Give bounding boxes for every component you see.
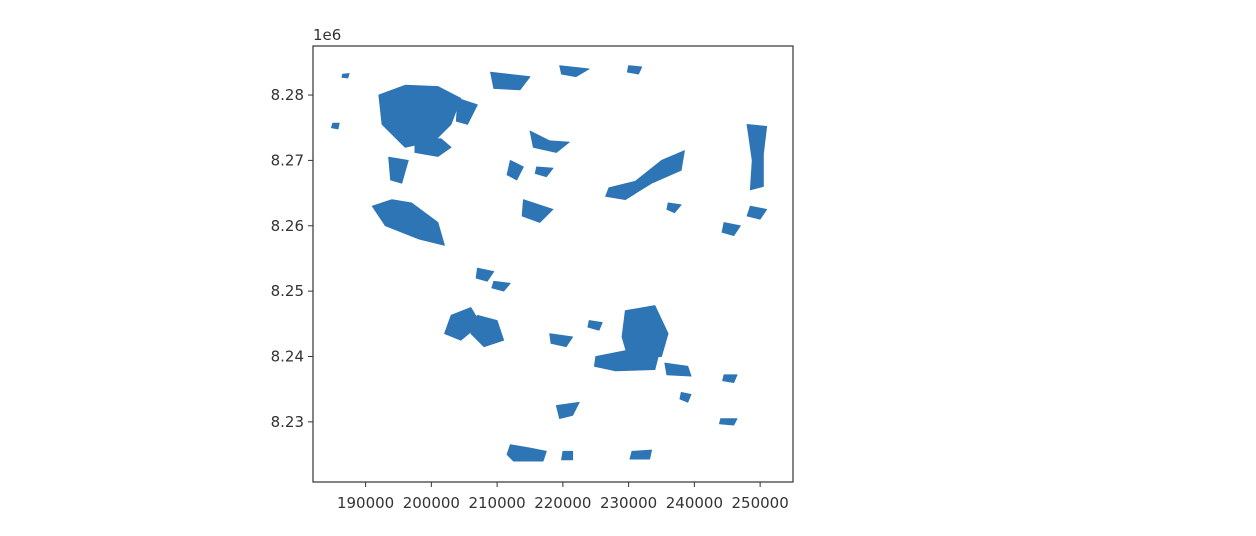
polygon-mid-low-2 — [491, 280, 511, 292]
polygon-sw-cluster-b — [470, 314, 505, 348]
polygon-center-bit — [534, 166, 554, 178]
polygon-e-center — [605, 150, 685, 201]
polygon-bottom-a — [506, 444, 547, 462]
polygon-s-small-a — [555, 401, 580, 420]
polygon-se-small — [719, 418, 738, 426]
x-tick-label: 190000 — [337, 494, 394, 512]
y-tick-label: 8.27 — [271, 151, 304, 169]
y-tick-label: 8.24 — [271, 347, 304, 365]
x-tick-label: 230000 — [600, 494, 657, 512]
y-tick-label: 8.26 — [271, 217, 304, 235]
x-tick-label: 220000 — [534, 494, 591, 512]
polygon-mid-belt — [506, 159, 524, 181]
polygon-s-cluster-east — [664, 362, 692, 377]
y-tick-label: 8.28 — [271, 86, 304, 104]
polygon-nw-dot — [341, 73, 350, 79]
y-tick-label: 8.25 — [271, 282, 304, 300]
x-axis: 190000 200000 210000 220000 230000 240000 2500… — [337, 482, 789, 512]
x-tick-label: 200000 — [403, 494, 460, 512]
polygon-nw-east-lobe — [455, 97, 478, 125]
polygon-far-e-bits — [721, 222, 741, 237]
polygon-e-center-bit — [666, 202, 682, 214]
polygon-w-band — [371, 199, 445, 246]
y-tick-label: 8.23 — [271, 413, 304, 431]
x-tick-label: 250000 — [731, 494, 788, 512]
polygon-s-cluster-west — [594, 349, 659, 372]
polygon-sw-cluster-a — [444, 307, 482, 341]
polygon-n-small — [626, 65, 643, 75]
polygon-s-mid-bits — [549, 333, 574, 348]
plot-frame — [312, 45, 794, 483]
polygon-se-tiny — [722, 374, 738, 384]
polygon-far-e-lower — [746, 205, 768, 220]
polygon-nw-cluster — [378, 84, 462, 148]
polygon-s-cluster-main — [621, 305, 669, 361]
polygon-far-e-column — [746, 124, 768, 191]
x-tick-label: 240000 — [666, 494, 723, 512]
polygon-mid-south — [521, 199, 554, 223]
polygon-bottom-c — [629, 449, 652, 460]
x-tick-label: 210000 — [468, 494, 525, 512]
polygon-center-arm — [529, 130, 570, 153]
polygon-w-scatter — [388, 156, 409, 184]
y-axis: 8.23 8.24 8.25 8.26 8.27 8.28 — [271, 86, 313, 431]
y-offset-label: 1e6 — [313, 26, 341, 44]
polygon-s-small-b — [679, 391, 692, 403]
polygon-n-center — [490, 71, 531, 91]
polygon-nw-cluster-lower — [414, 137, 452, 157]
polygon-n-right — [559, 65, 590, 78]
polygon-s-mid-bits-2 — [587, 320, 603, 331]
polygon-mid-low — [475, 267, 495, 282]
polygon-w-edge-dot — [330, 122, 340, 130]
polygon-bottom-b — [561, 450, 574, 461]
polygon-layer — [330, 65, 768, 462]
